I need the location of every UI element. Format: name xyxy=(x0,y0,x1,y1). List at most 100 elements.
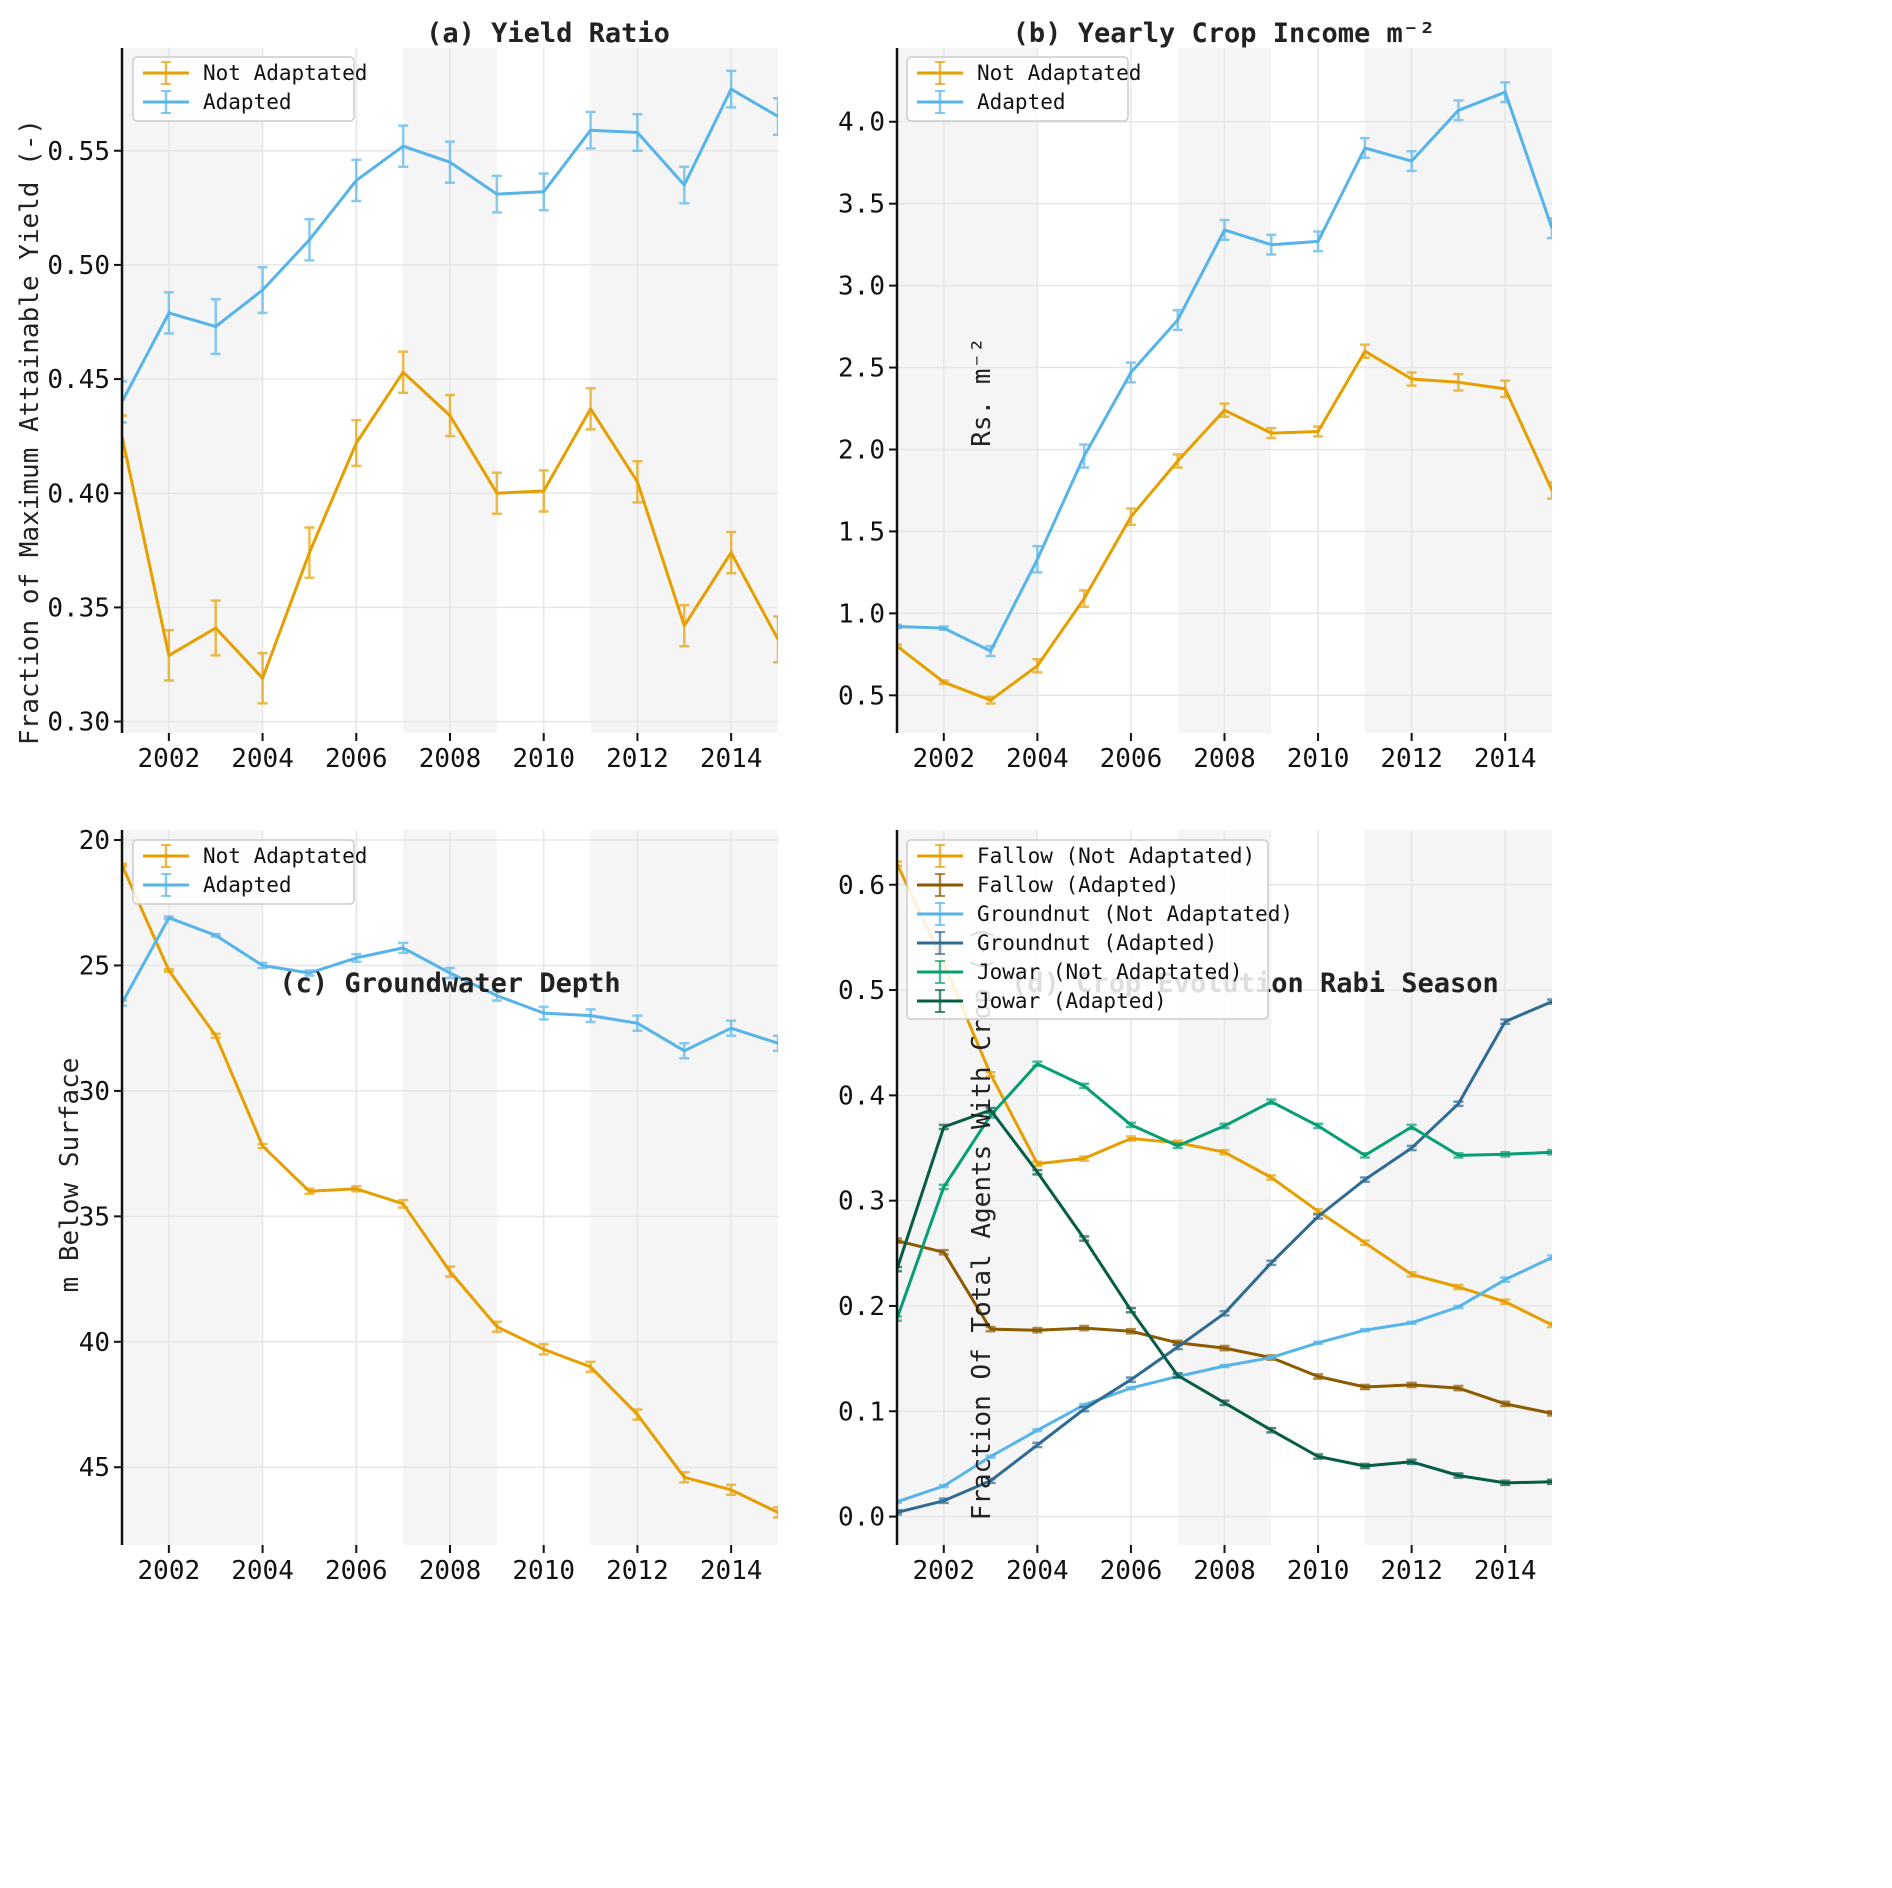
series-groundnut-adapted xyxy=(897,998,1552,1516)
series-jowar-not-adaptated xyxy=(897,1060,1552,1322)
y-tick-label: 0.50 xyxy=(47,251,110,281)
y-tick-label: 30 xyxy=(79,1077,110,1107)
y-tick-label: 0.3 xyxy=(838,1187,885,1217)
y-tick-label: 0.45 xyxy=(47,365,110,395)
y-tick-label: 0.0 xyxy=(838,1503,885,1533)
legend-item: Not Adaptated xyxy=(917,61,1141,85)
x-tick-label: 2010 xyxy=(512,744,575,774)
y-tick-label: 20 xyxy=(79,826,110,856)
x-tick-label: 2004 xyxy=(231,1556,294,1586)
shaded-period xyxy=(122,48,263,733)
legend-label: Not Adaptated xyxy=(977,61,1141,85)
legend-label: Groundnut (Adapted) xyxy=(977,931,1217,955)
panel-title: (c) Groundwater Depth xyxy=(279,968,620,999)
y-tick-label: 0.40 xyxy=(47,479,110,509)
x-tick-label: 2012 xyxy=(1380,1556,1443,1586)
y-tick-label: 0.6 xyxy=(838,871,885,901)
legend-item: Fallow (Not Adaptated) xyxy=(917,844,1255,868)
series-adapted xyxy=(122,915,778,1060)
legend-item: Jowar (Not Adaptated) xyxy=(917,960,1243,984)
legend-item: Not Adaptated xyxy=(143,844,367,868)
y-tick-label: 0.30 xyxy=(47,708,110,738)
y-tick-label: 25 xyxy=(79,951,110,981)
x-tick-label: 2010 xyxy=(1287,744,1350,774)
y-tick-label: 0.1 xyxy=(838,1397,885,1427)
y-axis-label: m Below Surface xyxy=(55,1058,85,1293)
series-jowar-adapted xyxy=(897,1106,1552,1487)
x-tick-label: 2006 xyxy=(325,744,388,774)
panel-crop-income: (b) Yearly Crop Income m⁻² Rs. m⁻² 0.5 1.… xyxy=(838,18,1552,774)
legend-item: Adapted xyxy=(143,90,292,114)
y-tick-label: 0.5 xyxy=(838,681,885,711)
series-not-adaptated xyxy=(897,343,1552,705)
error-bar xyxy=(773,96,778,137)
error-bar xyxy=(897,860,902,868)
y-axis-label: Fraction of Maximum Attainable Yield (-) xyxy=(15,119,45,745)
x-tick-label: 2002 xyxy=(912,744,975,774)
panel-yield-ratio: (a) Yield Ratio Fraction of Maximum Atta… xyxy=(15,18,778,774)
shaded-period xyxy=(590,830,778,1545)
x-tick-label: 2008 xyxy=(419,1556,482,1586)
y-tick-label: 3.0 xyxy=(838,272,885,302)
x-tick-label: 2012 xyxy=(606,744,669,774)
legend-label: Fallow (Adapted) xyxy=(977,873,1179,897)
error-bar xyxy=(122,862,127,868)
panel-title: (b) Yearly Crop Income m⁻² xyxy=(1013,18,1436,49)
y-tick-label: 1.0 xyxy=(838,599,885,629)
y-tick-label: 35 xyxy=(79,1202,110,1232)
series-adapted xyxy=(122,69,778,424)
y-tick-label: 40 xyxy=(79,1328,110,1358)
x-tick-label: 2014 xyxy=(700,1556,763,1586)
legend-label: Jowar (Adapted) xyxy=(977,989,1167,1013)
error-bar xyxy=(1547,1148,1552,1156)
panel-crop-evolution: (d) Crop Evolution Rabi Season Fraction … xyxy=(838,830,1552,1586)
plot-area xyxy=(897,48,1552,733)
x-tick-label: 2014 xyxy=(700,744,763,774)
y-axis-label: Fraction Of Total Agents With Crop (-) xyxy=(967,926,997,1521)
y-tick-label: 2.5 xyxy=(838,354,885,384)
legend: Not Adaptated Adapted xyxy=(132,839,367,905)
y-tick-label: 3.5 xyxy=(838,190,885,220)
legend-label: Not Adaptated xyxy=(203,844,367,868)
error-bar xyxy=(122,380,127,424)
y-tick-label: 0.5 xyxy=(838,976,885,1006)
legend-frame xyxy=(906,839,1269,1020)
x-tick-label: 2002 xyxy=(138,744,201,774)
error-bar xyxy=(773,1034,778,1053)
shaded-period xyxy=(1364,830,1552,1545)
panel-title: (a) Yield Ratio xyxy=(426,18,670,49)
legend-item: Groundnut (Adapted) xyxy=(917,931,1217,955)
legend-item: Adapted xyxy=(917,90,1066,114)
x-tick-label: 2008 xyxy=(419,744,482,774)
error-bar xyxy=(897,1315,902,1322)
legend: Fallow (Not Adaptated) Fallow (Adapted) Gr… xyxy=(906,839,1293,1020)
legend-label: Adapted xyxy=(203,873,292,897)
axes: 0.30 0.35 0.40 0.45 0.50 0.55 2002 2004 2006 2008… xyxy=(47,48,762,774)
x-tick-label: 2004 xyxy=(231,744,294,774)
x-tick-label: 2010 xyxy=(512,1556,575,1586)
plot-area xyxy=(122,830,778,1545)
x-tick-label: 2014 xyxy=(1474,744,1537,774)
legend-label: Groundnut (Not Adaptated) xyxy=(977,902,1293,926)
y-tick-label: 0.4 xyxy=(838,1081,885,1111)
x-tick-label: 2008 xyxy=(1193,1556,1256,1586)
error-bar xyxy=(897,1265,902,1273)
series-adapted xyxy=(897,81,1552,658)
series-not-adaptated xyxy=(122,350,778,705)
y-tick-label: 45 xyxy=(79,1453,110,1483)
error-bar xyxy=(897,623,902,630)
y-tick-label: 0.35 xyxy=(47,593,110,623)
y-axis-label: Rs. m⁻² xyxy=(967,337,997,447)
series-not-adaptated xyxy=(122,862,778,1519)
legend-label: Adapted xyxy=(203,90,292,114)
x-tick-label: 2010 xyxy=(1287,1556,1350,1586)
x-tick-label: 2014 xyxy=(1474,1556,1537,1586)
panel-groundwater-depth: (c) Groundwater Depth m Below Surface 20… xyxy=(55,826,778,1586)
x-tick-label: 2002 xyxy=(138,1556,201,1586)
series-fallow-adapted xyxy=(897,1237,1552,1417)
axes: 0.0 0.1 0.2 0.3 0.4 0.5 0.6 2002 2004 2006 2008 201… xyxy=(838,830,1537,1586)
shaded-period xyxy=(897,48,1038,733)
shaded-period xyxy=(122,830,263,1545)
axes: 0.5 1.0 1.5 2.0 2.5 3.0 3.5 4.0 2002 2004 2006 2008… xyxy=(838,48,1537,774)
